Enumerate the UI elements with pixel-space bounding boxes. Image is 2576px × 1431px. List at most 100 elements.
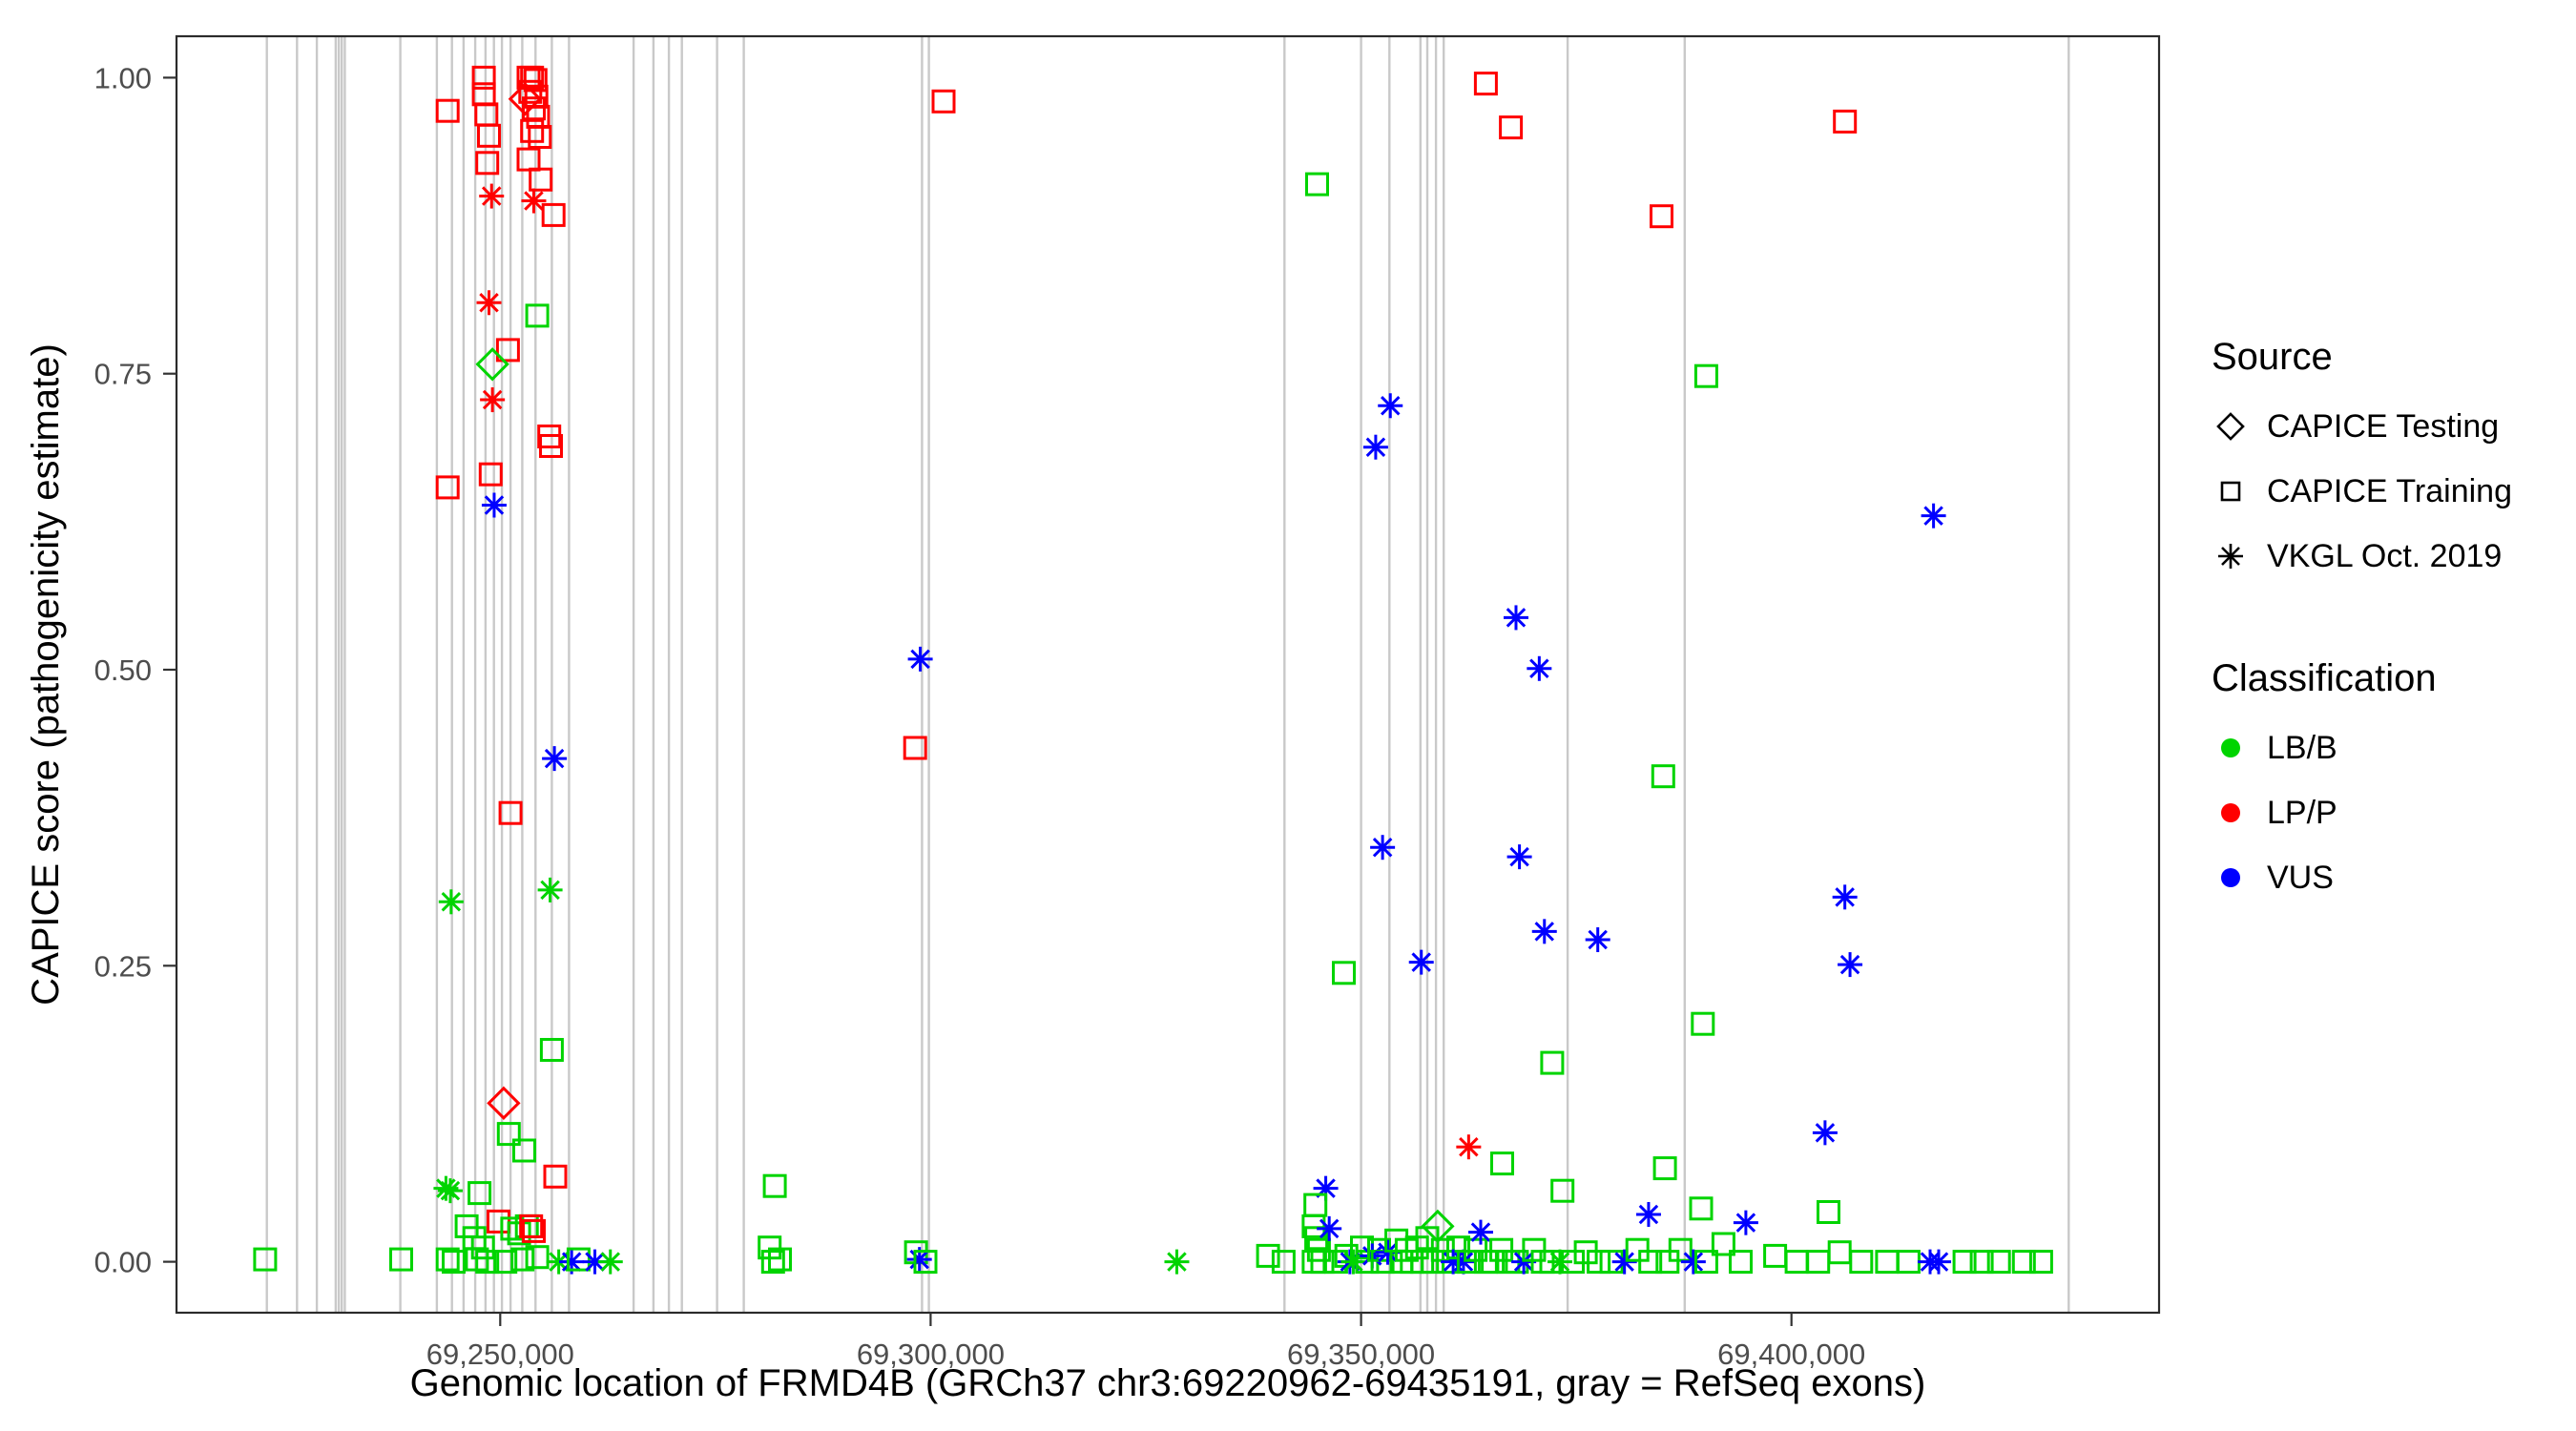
point-square [498,800,523,825]
point-square [1303,1192,1328,1217]
point-square [1693,363,1718,388]
point-square [1550,1178,1575,1203]
point-asterisk [1317,1215,1342,1241]
y-axis-tick-label: 0.25 [94,949,152,983]
legend-item-lpp: LP/P [2212,794,2565,832]
point-square [1473,72,1498,96]
point-square [1540,1050,1565,1075]
point-asterisk [1733,1210,1758,1235]
point-square [566,1247,591,1272]
point-square [1827,1240,1852,1265]
point-square [493,1250,518,1275]
legend-item-lbb: LB/B [2212,729,2565,767]
point-square [541,202,566,227]
point-square [1587,1250,1611,1275]
point-square [1305,172,1329,197]
point-asterisk [537,877,563,902]
legend-item-vkgl: VKGL Oct. 2019 [2212,537,2565,575]
point-asterisk [1456,1134,1482,1160]
point-square [507,1221,531,1246]
legend-item-label: VUS [2267,859,2334,896]
legend-item-label: LB/B [2267,729,2337,766]
point-asterisk [1408,949,1434,975]
x-axis-tick-label: 69,400,000 [1717,1338,1865,1371]
point-square [1689,1196,1714,1221]
point-square [1499,115,1524,140]
point-asterisk [480,387,506,413]
point-square [1650,204,1673,229]
point-square [903,736,927,760]
vus-dot-icon [2221,868,2240,887]
point-square [1969,1250,1994,1275]
point-asterisk [1527,655,1552,681]
point-square [435,98,460,123]
point-square [522,96,546,121]
point-square [522,1218,546,1243]
point-square [496,1122,521,1147]
lbb-dot-icon [2221,738,2240,757]
y-axis-tick-label: 0.50 [94,653,152,687]
point-asterisk [1531,919,1557,944]
point-square [1833,109,1858,134]
point-square [528,125,552,149]
point-square [516,147,541,172]
legend-item-capice-training: CAPICE Training [2212,472,2565,510]
point-square [762,1173,787,1198]
point-square [475,151,500,176]
point-asterisk [1635,1201,1661,1227]
y-axis-tick-label: 1.00 [94,61,152,94]
point-asterisk [1838,952,1863,978]
point-square [1668,1237,1693,1262]
diamond-icon [2216,412,2245,441]
point-square [1986,1250,2011,1275]
point-square [487,1209,510,1234]
point-asterisk [1370,835,1396,861]
point-square [1784,1250,1809,1275]
y-axis-tick-label: 0.00 [94,1246,152,1279]
point-asterisk [1812,1120,1838,1146]
point-square [1693,1250,1718,1275]
square-icon [2220,481,2241,502]
point-square [543,1164,568,1189]
point-asterisk [1378,393,1403,419]
legend-item-capice-testing: CAPICE Testing [2212,407,2565,446]
point-square [1729,1250,1753,1275]
point-square [389,1247,413,1272]
point-asterisk [1547,1249,1572,1275]
point-asterisk [597,1249,623,1275]
point-asterisk [542,746,568,772]
point-square [931,89,956,114]
panel-border [175,34,2161,1315]
point-square [253,1247,278,1272]
point-asterisk [1503,605,1528,631]
x-axis-tick-label: 69,250,000 [426,1338,574,1371]
legend-source-title: Source [2212,336,2333,378]
legend: Source CAPICE Testing CAPICE Training [2212,336,2565,923]
point-square [477,123,501,148]
point-asterisk [476,290,502,316]
point-square [1763,1243,1788,1268]
legend-classification: Classification LB/B LP/P VUS [2212,657,2565,897]
point-square [525,1245,550,1270]
point-square [768,1247,792,1272]
point-square [1490,1151,1514,1176]
point-square [470,1235,495,1260]
point-square [913,1250,938,1275]
point-square [1875,1250,1900,1275]
legend-item-label: VKGL Oct. 2019 [2267,537,2503,574]
point-square [512,1138,536,1163]
point-asterisk [1921,503,1946,529]
point-asterisk [437,1178,463,1204]
point-square [1806,1250,1831,1275]
point-square [2028,1250,2053,1275]
point-square [1256,1243,1280,1268]
point-asterisk [1340,1249,1366,1275]
point-asterisk [1680,1249,1706,1275]
point-asterisk [438,889,464,915]
point-square [1332,961,1356,985]
legend-source: Source CAPICE Testing CAPICE Training [2212,336,2565,575]
point-square [442,1250,466,1275]
x-axis-title: Genomic location of FRMD4B (GRCh37 chr3:… [409,1362,1926,1404]
legend-classification-title: Classification [2212,657,2437,699]
